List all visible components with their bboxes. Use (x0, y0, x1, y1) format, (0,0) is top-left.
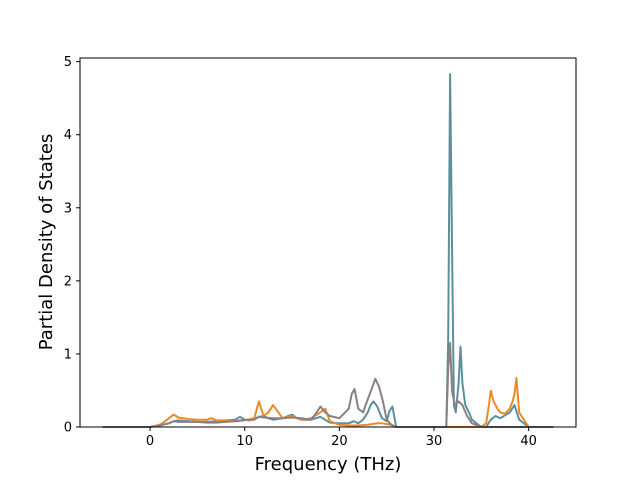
y-tick-label: 5 (64, 55, 72, 70)
y-axis-label: Partial Density of States (36, 134, 57, 351)
series-layer (102, 73, 554, 428)
plot-background (80, 58, 576, 427)
x-tick-label: 0 (146, 434, 154, 449)
x-tick-label: 40 (520, 434, 537, 449)
plot-frame (79, 57, 577, 428)
x-axis-label: Frequency (THz) (255, 454, 402, 475)
y-tick-label: 2 (64, 274, 72, 289)
series-line-2 (102, 377, 554, 428)
y-tick-label: 1 (64, 347, 72, 362)
y-tick-label: 0 (64, 421, 72, 436)
y-tick-label: 3 (64, 201, 72, 216)
x-tick-label: 20 (331, 434, 348, 449)
series-line-3 (102, 342, 554, 428)
y-axis-ticks: 0 1 2 3 4 5 (64, 55, 80, 436)
x-axis-ticks: 0 10 20 30 40 (146, 427, 537, 449)
y-tick-label: 4 (64, 128, 72, 143)
x-tick-label: 30 (426, 434, 443, 449)
x-tick-label: 10 (236, 434, 253, 449)
